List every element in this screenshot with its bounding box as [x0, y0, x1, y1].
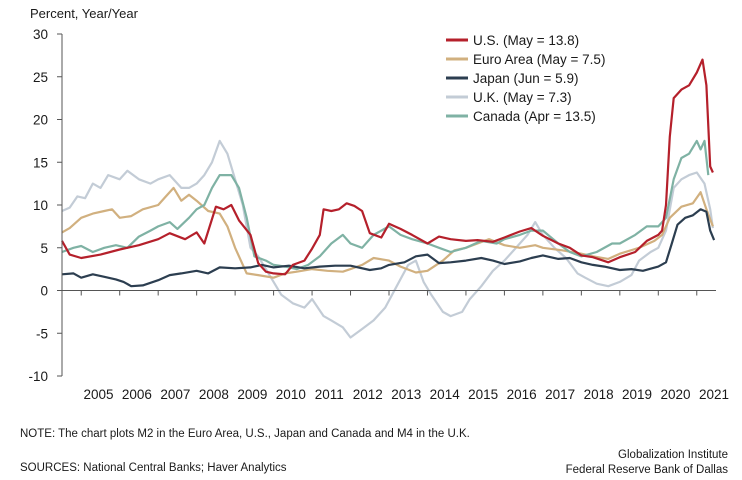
y-tick-label: 25: [33, 70, 48, 85]
x-tick-label: 2014: [430, 387, 461, 402]
legend-label: U.K. (May = 7.3): [473, 90, 572, 105]
credit-line-1: Globalization Institute: [618, 449, 728, 461]
x-tick-label: 2005: [83, 387, 113, 402]
series-lines: [61, 58, 716, 339]
x-tick-label: 2010: [276, 387, 306, 402]
x-tick-label: 2008: [199, 387, 229, 402]
series-line-2: [61, 186, 714, 279]
series-line-4: [61, 139, 714, 339]
chart-sources: SOURCES: National Central Banks; Haver A…: [20, 462, 287, 474]
legend-label: Canada (Apr = 13.5): [473, 109, 596, 124]
y-axis-ticks: 30 25 20 15 10 5 0 -5 -10: [28, 27, 62, 384]
legend-label: Euro Area (May = 7.5): [473, 52, 605, 67]
x-tick-label: 2012: [353, 387, 383, 402]
y-tick-label: -5: [36, 326, 48, 341]
x-tick-label: 2017: [545, 387, 575, 402]
x-tick-label: 2013: [391, 387, 421, 402]
credit-line-2: Federal Reserve Bank of Dallas: [565, 464, 728, 476]
chart-credit: Globalization Institute Federal Reserve …: [566, 448, 728, 478]
x-tick-label: 2009: [237, 387, 267, 402]
x-tick-label: 2007: [160, 387, 190, 402]
legend-label: U.S. (May = 13.8): [473, 33, 579, 48]
series-line-3: [61, 208, 716, 288]
x-tick-label: 2020: [661, 387, 691, 402]
y-tick-label: 20: [33, 113, 48, 128]
series-line-1: [61, 58, 714, 276]
legend: U.S. (May = 13.8) Euro Area (May = 7.5) Ja…: [446, 33, 605, 124]
x-tick-label: 2015: [468, 387, 498, 402]
y-tick-label: 5: [40, 241, 48, 256]
x-tick-label: 2021: [699, 387, 729, 402]
y-axis-title: Percent, Year/Year: [30, 6, 139, 21]
y-tick-label: 0: [40, 284, 48, 299]
x-axis-ticks: 2005 2006 2007 2008 2009 2010 2011 2012 2013 2014…: [80, 290, 729, 402]
x-tick-label: 2006: [122, 387, 152, 402]
x-tick-label: 2016: [507, 387, 537, 402]
x-tick-label: 2019: [622, 387, 652, 402]
y-tick-label: -10: [28, 369, 48, 384]
legend-label: Japan (Jun = 5.9): [473, 71, 578, 86]
x-tick-label: 2011: [315, 387, 344, 402]
x-tick-label: 2018: [584, 387, 614, 402]
chart-note: NOTE: The chart plots M2 in the Euro Are…: [20, 428, 470, 440]
y-tick-label: 30: [33, 27, 48, 42]
series-line-5: [61, 139, 710, 271]
y-tick-label: 15: [33, 155, 48, 170]
y-tick-label: 10: [33, 198, 48, 213]
